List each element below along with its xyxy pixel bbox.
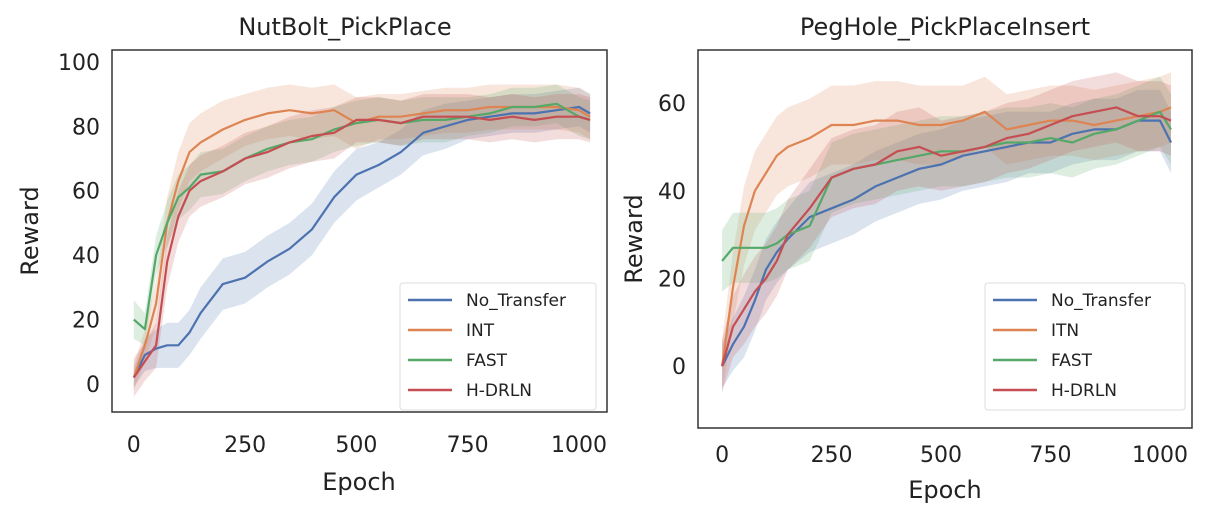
x-axis-label: Epoch	[322, 468, 396, 496]
legend-box	[984, 282, 1186, 411]
y-tick-label: 80	[72, 115, 100, 140]
chart-nutbolt-pickplace: NutBolt_PickPlace Epoch Reward 0 250 500 75…	[16, 13, 608, 496]
series-line-h-drln	[721, 106, 1172, 367]
y-tick-label: 60	[72, 180, 100, 205]
series-line-fast	[721, 110, 1172, 262]
x-tick-label: 1000	[1132, 443, 1188, 468]
y-tick-label: 60	[658, 92, 686, 117]
x-tick-label: 0	[127, 433, 141, 458]
chart-title: NutBolt_PickPlace	[238, 13, 451, 41]
confidence-band-fast	[722, 76, 1171, 292]
series-line-h-drln	[132, 115, 591, 379]
y-tick-label: 40	[658, 180, 686, 205]
confidence-band-h-drln	[133, 94, 591, 397]
confidence-band-fast	[133, 84, 591, 346]
x-tick-label: 250	[224, 433, 266, 458]
legend-label: No_Transfer	[466, 291, 566, 311]
x-tick-label: 750	[447, 433, 489, 458]
plot-frame	[697, 49, 1193, 429]
legend-label: No_Transfer	[1051, 291, 1151, 311]
x-axis-label: Epoch	[908, 476, 982, 504]
series-line-itn	[721, 106, 1172, 367]
x-tick-label: 1000	[551, 433, 607, 458]
x-tick-label: 0	[715, 443, 729, 468]
x-tick-label: 250	[811, 443, 853, 468]
confidence-band-no_transfer	[722, 89, 1171, 389]
x-tick-label: 750	[1030, 443, 1072, 468]
y-axis-label: Reward	[620, 194, 648, 283]
y-axis-label: Reward	[16, 186, 44, 275]
series-line-fast	[133, 102, 591, 331]
legend-box	[399, 282, 597, 411]
y-tick-label: 20	[658, 267, 686, 292]
legend-label: FAST	[466, 351, 508, 371]
plot-frame	[111, 49, 608, 413]
y-tick-label: 20	[72, 309, 100, 334]
y-tick-label: 0	[86, 373, 100, 398]
series-line-no_transfer	[132, 105, 591, 378]
legend-label: INT	[466, 321, 495, 341]
confidence-band-itn	[722, 72, 1171, 393]
legend-label: H-DRLN	[1051, 381, 1117, 401]
y-tick-label: 100	[58, 51, 100, 76]
confidence-band-int	[133, 84, 591, 391]
y-tick-label: 0	[672, 355, 686, 380]
x-tick-label: 500	[335, 433, 377, 458]
chart-title: PegHole_PickPlaceInsert	[800, 13, 1090, 41]
y-tick-label: 40	[72, 244, 100, 269]
series-line-no_transfer	[721, 119, 1172, 367]
x-tick-label: 500	[920, 443, 962, 468]
chart-peghole-pickplaceinsert: PegHole_PickPlaceInsert Epoch Reward 0 25…	[620, 13, 1193, 504]
legend-label: ITN	[1051, 321, 1079, 341]
legend-label: FAST	[1051, 351, 1093, 371]
confidence-band-h-drln	[722, 72, 1171, 393]
legend-label: H-DRLN	[466, 381, 532, 401]
